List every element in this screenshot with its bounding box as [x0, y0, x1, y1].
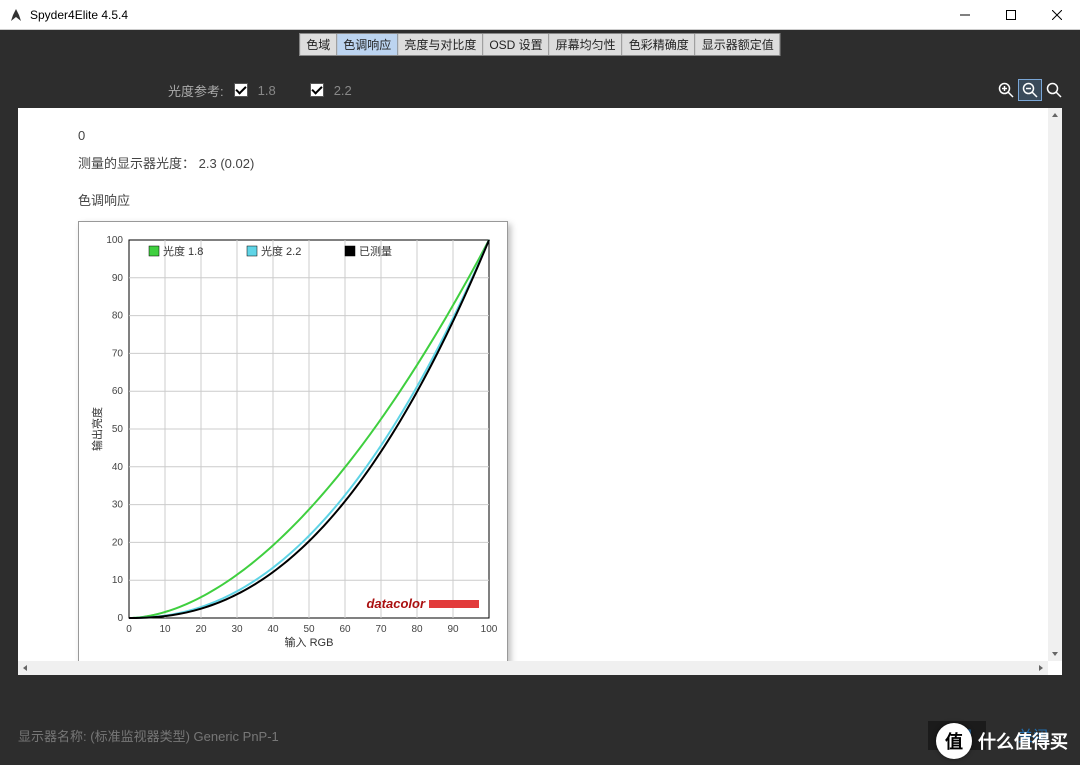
- svg-text:70: 70: [112, 348, 124, 359]
- app-body: 色域色调响应亮度与对比度OSD 设置屏幕均匀性色彩精确度显示器额定值 光度参考:…: [0, 30, 1080, 765]
- scroll-up-icon[interactable]: [1048, 108, 1062, 122]
- window-controls: [942, 0, 1080, 30]
- svg-text:100: 100: [106, 235, 123, 246]
- ref-value-22: 2.2: [334, 83, 352, 98]
- zoom-controls: [994, 79, 1066, 101]
- svg-text:90: 90: [112, 273, 124, 284]
- svg-text:0: 0: [117, 613, 123, 624]
- svg-text:光度 1.8: 光度 1.8: [163, 244, 203, 258]
- svg-text:20: 20: [112, 537, 124, 548]
- scrollbar-v-track[interactable]: [1048, 122, 1062, 647]
- svg-text:40: 40: [112, 462, 124, 473]
- chart-container: 0 10 20 30 40 50 60 70 80 90 100 0 10 20 30 40 50 60 70 80 9…: [78, 221, 508, 664]
- ref-checkbox-22[interactable]: [310, 83, 324, 97]
- scroll-right-icon[interactable]: [1034, 661, 1048, 675]
- tab-1[interactable]: 色调响应: [337, 34, 398, 55]
- monitor-name: 显示器名称: (标准监视器类型) Generic PnP-1: [18, 726, 279, 745]
- vertical-scrollbar[interactable]: [1048, 108, 1062, 661]
- svg-text:30: 30: [112, 500, 124, 511]
- svg-text:30: 30: [231, 624, 243, 635]
- content-scroll: 0 测量的显示器光度： 2.3 (0.02) 色调响应 0 10 20 30 40 50 6…: [18, 108, 1048, 661]
- zoom-in-icon[interactable]: [994, 79, 1018, 101]
- scroll-down-icon[interactable]: [1048, 647, 1062, 661]
- measured-line: 测量的显示器光度： 2.3 (0.02): [78, 153, 1048, 172]
- tab-4[interactable]: 屏幕均匀性: [550, 34, 623, 55]
- content-pane: 0 测量的显示器光度： 2.3 (0.02) 色调响应 0 10 20 30 40 50 6…: [18, 108, 1062, 675]
- measured-label: 测量的显示器光度：: [78, 156, 195, 171]
- svg-text:光度 2.2: 光度 2.2: [261, 244, 301, 258]
- tab-bar: 色域色调响应亮度与对比度OSD 设置屏幕均匀性色彩精确度显示器额定值: [299, 33, 780, 56]
- svg-text:20: 20: [195, 624, 207, 635]
- toolbar: 光度参考: 1.8 2.2: [0, 74, 1080, 106]
- svg-text:70: 70: [375, 624, 387, 635]
- svg-text:50: 50: [303, 624, 315, 635]
- watermark-badge: 值: [936, 723, 972, 759]
- tab-6[interactable]: 显示器额定值: [696, 34, 780, 55]
- tab-3[interactable]: OSD 设置: [483, 34, 549, 55]
- maximize-button[interactable]: [988, 0, 1034, 30]
- zero-line: 0: [78, 128, 1048, 143]
- svg-text:60: 60: [112, 386, 124, 397]
- svg-text:10: 10: [159, 624, 171, 635]
- zoom-reset-icon[interactable]: [1042, 79, 1066, 101]
- horizontal-scrollbar[interactable]: [18, 661, 1048, 675]
- tab-0[interactable]: 色域: [300, 34, 337, 55]
- minimize-button[interactable]: [942, 0, 988, 30]
- watermark: 值 什么值得买: [936, 723, 1068, 759]
- close-button[interactable]: [1034, 0, 1080, 30]
- app-icon: [8, 7, 24, 23]
- scroll-left-icon[interactable]: [18, 661, 32, 675]
- svg-text:10: 10: [112, 575, 124, 586]
- svg-text:60: 60: [339, 624, 351, 635]
- tab-2[interactable]: 亮度与对比度: [398, 34, 483, 55]
- titlebar: Spyder4Elite 4.5.4: [0, 0, 1080, 30]
- svg-text:100: 100: [481, 624, 498, 635]
- reference-group: 光度参考: 1.8 2.2: [168, 81, 352, 100]
- svg-text:80: 80: [112, 311, 124, 322]
- section-title: 色调响应: [78, 190, 1048, 209]
- footer: 显示器名称: (标准监视器类型) Generic PnP-1 打印 关闭: [0, 705, 1080, 765]
- ref-value-18: 1.8: [258, 83, 276, 98]
- ref-checkbox-18[interactable]: [234, 83, 248, 97]
- svg-text:输出亮度: 输出亮度: [90, 407, 104, 451]
- svg-text:80: 80: [411, 624, 423, 635]
- svg-text:50: 50: [112, 424, 124, 435]
- svg-text:已测量: 已测量: [359, 245, 392, 258]
- scrollbar-h-track[interactable]: [32, 661, 1034, 675]
- zoom-out-icon[interactable]: [1018, 79, 1042, 101]
- svg-text:输入 RGB: 输入 RGB: [285, 635, 334, 649]
- reference-label: 光度参考:: [168, 81, 224, 100]
- svg-text:datacolor: datacolor: [366, 596, 425, 611]
- tab-5[interactable]: 色彩精确度: [623, 34, 696, 55]
- svg-text:0: 0: [126, 624, 132, 635]
- watermark-text: 什么值得买: [978, 728, 1068, 754]
- svg-text:90: 90: [447, 624, 459, 635]
- svg-text:40: 40: [267, 624, 279, 635]
- measured-value: 2.3 (0.02): [199, 156, 255, 171]
- tone-response-chart: 0 10 20 30 40 50 60 70 80 90 100 0 10 20 30 40 50 60 70 80 9…: [87, 232, 499, 652]
- titlebar-left: Spyder4Elite 4.5.4: [0, 7, 128, 23]
- window-title: Spyder4Elite 4.5.4: [30, 8, 128, 22]
